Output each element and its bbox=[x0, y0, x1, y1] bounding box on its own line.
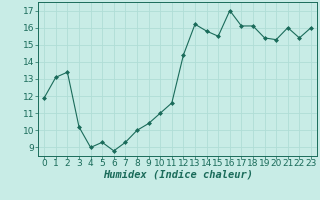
X-axis label: Humidex (Indice chaleur): Humidex (Indice chaleur) bbox=[103, 169, 252, 179]
